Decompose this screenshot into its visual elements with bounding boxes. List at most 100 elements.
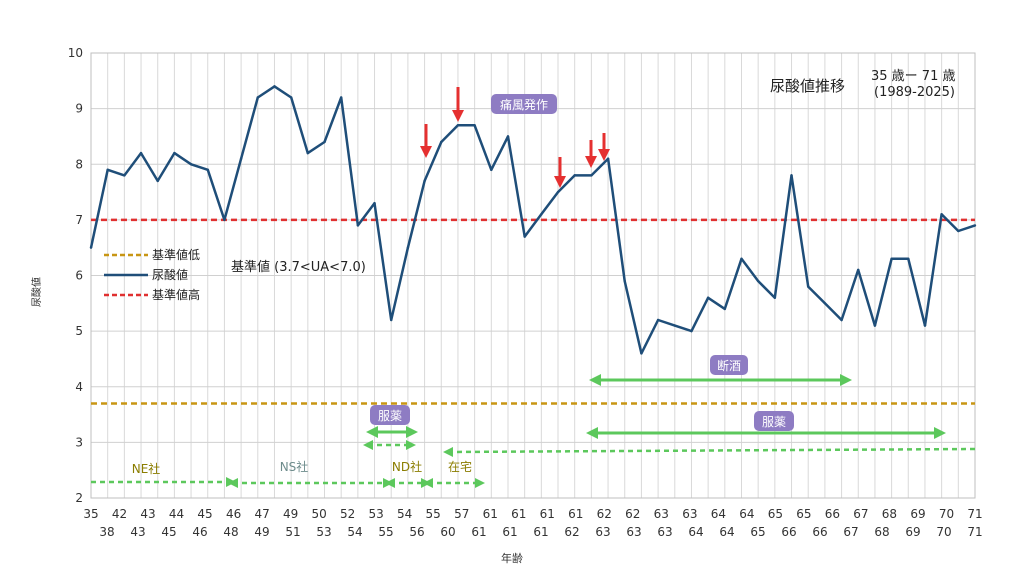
data-point [640,352,643,355]
data-point [223,218,226,222]
gout-label-box [491,94,557,114]
series-line-uric-acid [89,85,976,355]
x-tick-label-bottom: 48 [223,525,238,539]
data-point [957,229,960,233]
x-tick-label-bottom: 68 [874,525,889,539]
legend-label-low: 基準値低 [152,247,200,262]
x-tick-label-bottom: 70 [936,525,951,539]
x-tick-label-bottom: 61 [502,525,517,539]
chart-subtitle-1: 35 歳ー 71 歳 [871,69,955,84]
data-point [840,318,843,322]
x-tick-label-top: 61 [483,507,498,521]
x-tick-label-top: 43 [140,507,155,521]
y-tick-label: 8 [75,157,83,171]
data-point [756,279,760,283]
x-tick-label-top: 62 [625,507,640,521]
x-tick-label-bottom: 38 [99,525,114,539]
x-tick-label-bottom: 63 [626,525,641,539]
data-point [890,257,893,261]
y-tick-label: 5 [75,324,83,338]
annotations [91,87,976,488]
data-point [206,168,209,172]
data-point [406,246,410,249]
x-tick-label-top: 35 [83,507,98,521]
medicine-short-label-box [370,405,410,425]
gout-label: 痛風発作 [500,97,548,112]
x-tick-label-bottom: 46 [192,525,207,539]
x-tick-label-bottom: 67 [843,525,858,539]
x-tick-label-top: 47 [254,507,269,521]
data-point [139,151,143,155]
data-point [907,257,910,261]
reference-range-label: 基準値 (3.7<UA<7.0) [231,259,366,275]
y-tick-label: 10 [68,46,83,60]
abstain-label-box [710,355,748,375]
y-tick-label: 9 [75,102,83,116]
data-point [523,235,526,238]
x-tick-label-top: 49 [283,507,298,521]
chart-title: 尿酸値推移 [770,77,845,95]
x-tick-label-top: 52 [340,507,355,521]
x-tick-label-top: 65 [796,507,811,521]
legend: 基準値低 尿酸値 基準値高 [104,247,200,302]
x-tick-label-top: 65 [768,507,783,521]
data-point [306,151,310,155]
x-tick-label-bottom: 61 [471,525,486,539]
x-tick-label-bottom: 66 [812,525,827,539]
x-tick-label-bottom: 69 [905,525,920,539]
x-tick-label-bottom: 49 [254,525,269,539]
x-tick-label-bottom: 63 [595,525,610,539]
data-point [390,318,393,322]
data-point [273,85,276,88]
x-tick-label-bottom: 62 [564,525,579,539]
data-point [540,213,543,216]
data-point [973,224,977,227]
data-point [740,257,743,261]
x-tick-label-bottom: 53 [316,525,331,539]
x-tick-label-top: 63 [654,507,669,521]
data-point [706,296,710,299]
data-point [89,246,93,249]
x-axis: 35 42 43 44 45 46 47 49 50 52 53 54 55 57 61 61 61 61 62 62… [83,507,982,539]
x-tick-label-bottom: 45 [161,525,176,539]
y-axis-label: 尿酸値 [30,277,43,307]
data-point [156,179,159,183]
data-point [106,168,109,172]
x-tick-label-top: 66 [825,507,840,521]
data-point [456,124,460,127]
x-tick-label-bottom: 64 [719,525,734,539]
home-label: 在宅 [448,459,472,474]
reference-lines [91,218,975,405]
data-point [440,140,443,144]
y-axis: 2 3 4 5 6 7 8 9 10 [68,46,83,505]
x-tick-label-top: 42 [112,507,127,521]
data-point [256,96,259,99]
x-tick-label-top: 53 [369,507,384,521]
data-point [189,163,193,166]
x-tick-label-top: 61 [540,507,555,521]
x-tick-label-bottom: 64 [688,525,703,539]
data-point [590,174,593,177]
x-tick-label-top: 67 [853,507,868,521]
x-tick-label-bottom: 66 [781,525,796,539]
data-point [690,329,693,333]
data-point [123,174,126,177]
x-tick-label-top: 70 [939,507,954,521]
y-tick-label: 3 [75,435,83,449]
x-tick-label-bottom: 43 [130,525,145,539]
data-point [556,190,560,194]
company-ne-label: NE社 [132,461,161,476]
data-point [773,296,777,299]
data-point [656,318,660,322]
data-point [873,324,877,327]
x-tick-label-top: 57 [454,507,469,521]
y-tick-label: 4 [75,380,83,394]
y-tick-label: 6 [75,269,83,283]
company-nd-label: ND社 [392,459,422,474]
x-tick-label-top: 45 [197,507,212,521]
x-tick-label-bottom: 71 [967,525,982,539]
data-point [790,174,793,177]
x-tick-label-bottom: 65 [750,525,765,539]
data-point [506,135,510,138]
